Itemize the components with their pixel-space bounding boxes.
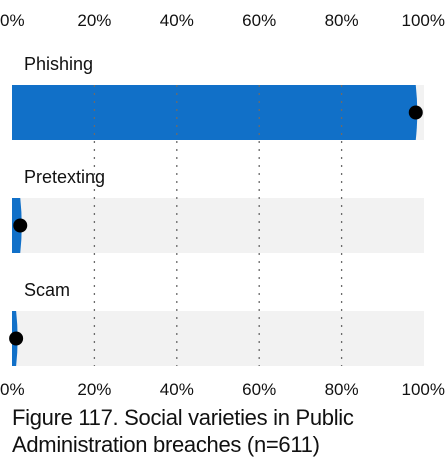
x-tick-top-80: 80% bbox=[325, 11, 359, 30]
x-tick-bottom-0: 0% bbox=[0, 380, 25, 399]
category-label-scam: Scam bbox=[24, 280, 70, 300]
value-marker-scam bbox=[9, 331, 24, 346]
category-label-phishing: Phishing bbox=[24, 54, 93, 74]
x-tick-top-0: 0% bbox=[0, 11, 25, 30]
bar-phishing bbox=[12, 85, 418, 140]
x-tick-bottom-80: 80% bbox=[325, 380, 359, 399]
bar-track-pretexting bbox=[12, 198, 424, 253]
value-marker-phishing bbox=[408, 105, 423, 120]
x-tick-bottom-40: 40% bbox=[160, 380, 194, 399]
figure-caption: Figure 117. Social varieties in Public A… bbox=[12, 405, 354, 457]
category-label-pretexting: Pretexting bbox=[24, 167, 105, 187]
x-tick-bottom-60: 60% bbox=[242, 380, 276, 399]
x-tick-top-40: 40% bbox=[160, 11, 194, 30]
x-tick-bottom-20: 20% bbox=[77, 380, 111, 399]
bar-chart: Phishing Pretexting Scam 0% 20% 40% 60% 80% 100… bbox=[0, 11, 445, 399]
bar-track-scam bbox=[12, 311, 424, 366]
x-tick-top-60: 60% bbox=[242, 11, 276, 30]
x-tick-bottom-100: 100% bbox=[402, 380, 445, 399]
value-marker-pretexting bbox=[13, 218, 28, 233]
x-tick-top-100: 100% bbox=[402, 11, 445, 30]
x-tick-top-20: 20% bbox=[77, 11, 111, 30]
